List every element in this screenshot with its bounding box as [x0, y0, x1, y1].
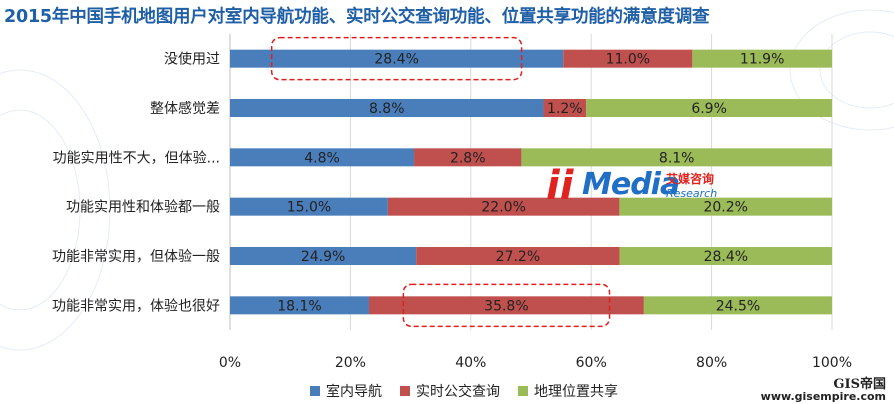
legend-label-0: 室内导航: [326, 384, 382, 400]
bar-segment: [387, 197, 620, 216]
data-label: 4.8%: [304, 150, 340, 166]
category-label: 功能实用性和体验都一般: [66, 200, 220, 216]
legend-swatch-2: [518, 386, 528, 396]
bar-segment: [230, 148, 415, 167]
bar-segment: [230, 296, 369, 315]
data-labels: 28.4% 11.0% 11.9% 8.8% 1.2% 6.9% 4.8% 2.8% 8.1% 1…: [277, 52, 784, 315]
x-tick-label: 40%: [455, 355, 486, 371]
x-tick-label: 20%: [335, 355, 366, 371]
logo-mark: ii: [546, 163, 574, 209]
legend-label-1: 实时公交查询: [416, 384, 500, 400]
imedia-logo: ii Media 艾媒咨询 Research: [546, 163, 736, 209]
watermark-line1: GIS帝国: [833, 377, 886, 392]
data-label: 8.8%: [369, 101, 405, 117]
data-label: 35.8%: [484, 298, 528, 314]
x-tick-label: 100%: [812, 355, 852, 371]
legend-swatch-0: [310, 386, 320, 396]
legend-item-series-1: 实时公交查询: [400, 381, 500, 401]
highlight-box: [270, 36, 523, 81]
data-label: 11.9%: [740, 52, 784, 68]
bar-segment: [414, 148, 522, 167]
x-tick-label: 0%: [219, 355, 241, 371]
bar-segment: [230, 99, 544, 117]
bar-segment: [543, 99, 587, 117]
category-label: 功能非常实用，体验也很好: [52, 298, 220, 314]
logo-cn-text: 艾媒咨询: [666, 172, 715, 186]
bars: [230, 49, 832, 315]
category-label: 功能非常实用，但体验一般: [52, 249, 220, 265]
data-label: 15.0%: [287, 200, 331, 216]
bar-segment: [230, 197, 388, 216]
bar-segment: [692, 49, 832, 68]
highlight-box: [402, 283, 611, 328]
watermark-line2: www.gisempire.com: [760, 390, 886, 403]
bar-segment: [521, 148, 832, 167]
data-label: 22.0%: [481, 200, 525, 216]
watermark: GIS帝国 www.gisempire.com: [761, 378, 886, 402]
x-tick-label: 80%: [696, 355, 727, 371]
data-label: 11.0%: [606, 52, 650, 68]
legend-item-series-2: 地理位置共享: [518, 381, 618, 401]
data-label: 2.8%: [450, 150, 486, 166]
logo-en-text: Research: [666, 187, 718, 200]
data-label: 28.4%: [374, 52, 418, 68]
gridlines: [229, 34, 833, 330]
bar-segment: [586, 99, 832, 117]
highlight-boxes: [270, 36, 611, 328]
logo-name: Media: [582, 167, 680, 202]
data-label: 1.2%: [547, 101, 583, 117]
x-tick-label: 60%: [576, 355, 607, 371]
bar-segment: [563, 49, 693, 68]
data-label: 27.2%: [496, 249, 540, 265]
legend-label-2: 地理位置共享: [534, 384, 618, 400]
bar-segment: [416, 247, 620, 265]
bar-segment: [368, 296, 644, 315]
legend-item-series-0: 室内导航: [310, 381, 382, 401]
bar-segment: [619, 247, 832, 265]
x-axis-ticks: 0% 20% 40% 60% 80% 100%: [219, 355, 852, 371]
data-label: 8.1%: [659, 150, 695, 166]
legend-swatch-1: [400, 386, 410, 396]
data-label: 6.9%: [691, 101, 727, 117]
category-label: 没使用过: [164, 51, 220, 68]
data-label: 24.5%: [716, 298, 760, 314]
data-label: 20.2%: [703, 200, 747, 216]
legend: 室内导航 实时公交查询 地理位置共享: [310, 381, 618, 401]
bar-segment: [230, 49, 564, 68]
chart-title: 2015年中国手机地图用户对室内导航功能、实时公交查询功能、位置共享功能的满意度…: [4, 7, 710, 27]
bar-segment: [619, 197, 832, 216]
data-label: 28.4%: [704, 249, 748, 265]
category-label: 整体感觉差: [150, 100, 220, 117]
bar-segment: [230, 247, 417, 265]
data-label: 24.9%: [301, 249, 345, 265]
bar-segment: [643, 296, 832, 315]
data-label: 18.1%: [277, 298, 321, 314]
category-label: 功能实用性不大，但体验...: [53, 150, 220, 166]
